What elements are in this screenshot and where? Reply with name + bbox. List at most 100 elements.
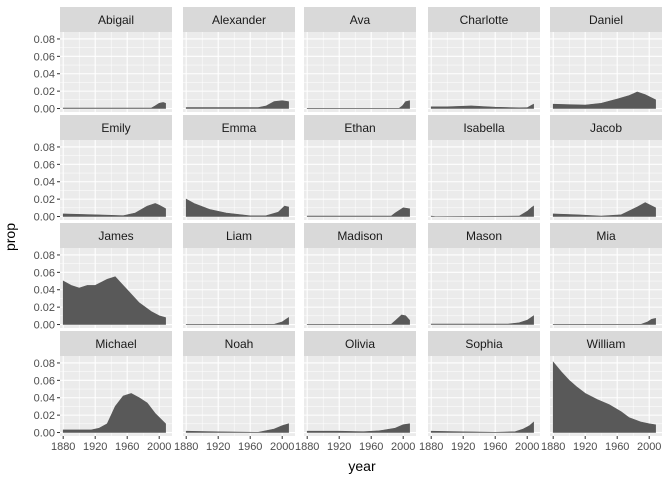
area-series xyxy=(430,205,534,217)
facet-strip-label: Mason xyxy=(466,229,502,243)
y-tick-label: 0.06 xyxy=(34,375,55,387)
facet-strip xyxy=(183,115,295,140)
y-tick-label: 0.08 xyxy=(34,34,55,46)
area-series xyxy=(62,276,166,325)
panel-background xyxy=(60,32,172,112)
y-tick-label: 0.08 xyxy=(34,358,55,370)
facet-strip-label: Liam xyxy=(226,229,252,243)
y-tick-label: 0.04 xyxy=(34,69,55,81)
y-tick-label: 0.06 xyxy=(34,159,55,171)
facet-mason: Mason xyxy=(428,223,540,328)
y-tick-label: 0.04 xyxy=(34,393,55,405)
y-tick-label: 0.00 xyxy=(34,428,55,440)
y-tick-label: 0.02 xyxy=(34,410,55,422)
x-tick-label: 1960 xyxy=(238,441,262,453)
facet-strip-label: Mia xyxy=(596,229,616,243)
facet-ethan: Ethan xyxy=(304,115,416,220)
x-tick-label: 2000 xyxy=(147,441,171,453)
panel-background xyxy=(428,140,540,220)
x-tick-label: 1920 xyxy=(451,441,475,453)
facet-madison: Madison xyxy=(304,223,416,328)
y-tick-label: 0.02 xyxy=(34,194,55,206)
facet-abigail: Abigail 0.00 0.02 0.04 0.06 0.08 xyxy=(34,7,172,116)
facet-strip xyxy=(550,115,662,140)
facet-strip-label: Daniel xyxy=(589,13,623,27)
x-tick-label: 1920 xyxy=(206,441,230,453)
facet-strip-label: Ethan xyxy=(344,121,375,135)
y-tick-label: 0.00 xyxy=(34,320,55,332)
facet-strip xyxy=(428,331,540,356)
facet-strip-label: Madison xyxy=(337,229,382,243)
area-series xyxy=(185,317,289,325)
facet-strip-label: Olivia xyxy=(345,337,375,351)
area-series xyxy=(552,361,656,433)
panel-background xyxy=(183,32,295,112)
facet-strip-label: Abigail xyxy=(98,13,134,27)
facet-strip xyxy=(60,331,172,356)
x-tick-label: 1960 xyxy=(483,441,507,453)
x-tick-label: 2000 xyxy=(637,441,661,453)
facet-alexander: Alexander xyxy=(183,7,295,112)
area-series xyxy=(552,318,656,325)
facet-strip-label: James xyxy=(98,229,133,243)
facet-william: William 1880 1920 1960 2000 xyxy=(541,331,662,453)
x-tick-label: 1960 xyxy=(115,441,139,453)
facet-emily: Emily 0.00 0.02 0.04 0.06 0.08 xyxy=(34,115,172,224)
area-series xyxy=(306,314,410,325)
y-tick-label: 0.06 xyxy=(34,267,55,279)
facet-strip-label: Sophia xyxy=(465,337,503,351)
facet-strip xyxy=(428,223,540,248)
facet-strip xyxy=(60,223,172,248)
facet-strip-label: Alexander xyxy=(212,13,266,27)
panel-background xyxy=(304,140,416,220)
panel-background xyxy=(304,356,416,436)
panel-background xyxy=(550,248,662,328)
y-tick-label: 0.06 xyxy=(34,51,55,63)
facet-strip xyxy=(550,7,662,32)
facet-liam: Liam xyxy=(183,223,295,328)
facet-strip-label: Emma xyxy=(222,121,257,135)
facet-strip-label: Michael xyxy=(95,337,136,351)
facet-strip-label: Jacob xyxy=(590,121,622,135)
panel-background xyxy=(428,32,540,112)
facet-strip-label: Charlotte xyxy=(460,13,509,27)
area-series xyxy=(430,315,534,325)
facet-emma: Emma xyxy=(183,115,295,220)
y-tick-label: 0.00 xyxy=(34,104,55,116)
y-tick-label: 0.00 xyxy=(34,212,55,224)
x-tick-label: 1960 xyxy=(359,441,383,453)
facet-jacob: Jacob xyxy=(550,115,662,220)
facet-strip xyxy=(304,223,416,248)
panel-background xyxy=(304,32,416,112)
facet-strip xyxy=(304,115,416,140)
x-tick-label: 1920 xyxy=(573,441,597,453)
area-series xyxy=(62,393,166,433)
area-series xyxy=(306,207,410,217)
facet-strip xyxy=(183,223,295,248)
facet-ava: Ava xyxy=(304,7,416,112)
area-series xyxy=(430,103,534,109)
y-tick-label: 0.08 xyxy=(34,250,55,262)
facet-sophia: Sophia 1880 1920 1960 2000 xyxy=(419,331,540,453)
area-series xyxy=(306,423,410,433)
panel-background xyxy=(428,356,540,436)
facet-strip xyxy=(304,7,416,32)
x-tick-label: 2000 xyxy=(270,441,294,453)
x-axis-title: year xyxy=(348,458,376,474)
y-tick-label: 0.02 xyxy=(34,86,55,98)
facet-strip xyxy=(428,115,540,140)
y-tick-label: 0.04 xyxy=(34,177,55,189)
x-tick-label: 2000 xyxy=(515,441,539,453)
facet-james: James 0.00 0.02 0.04 0.06 0.08 xyxy=(34,223,172,332)
area-series xyxy=(306,100,410,109)
facet-noah: Noah 1880 1920 1960 2000 xyxy=(174,331,295,453)
x-tick-label: 2000 xyxy=(391,441,415,453)
x-tick-label: 1880 xyxy=(295,441,319,453)
facet-mia: Mia xyxy=(550,223,662,328)
facet-strip-label: William xyxy=(587,337,626,351)
facet-strip xyxy=(304,331,416,356)
area-series xyxy=(430,421,534,433)
facet-strip-label: Ava xyxy=(350,13,371,27)
area-series xyxy=(185,423,289,433)
x-tick-label: 1920 xyxy=(327,441,351,453)
